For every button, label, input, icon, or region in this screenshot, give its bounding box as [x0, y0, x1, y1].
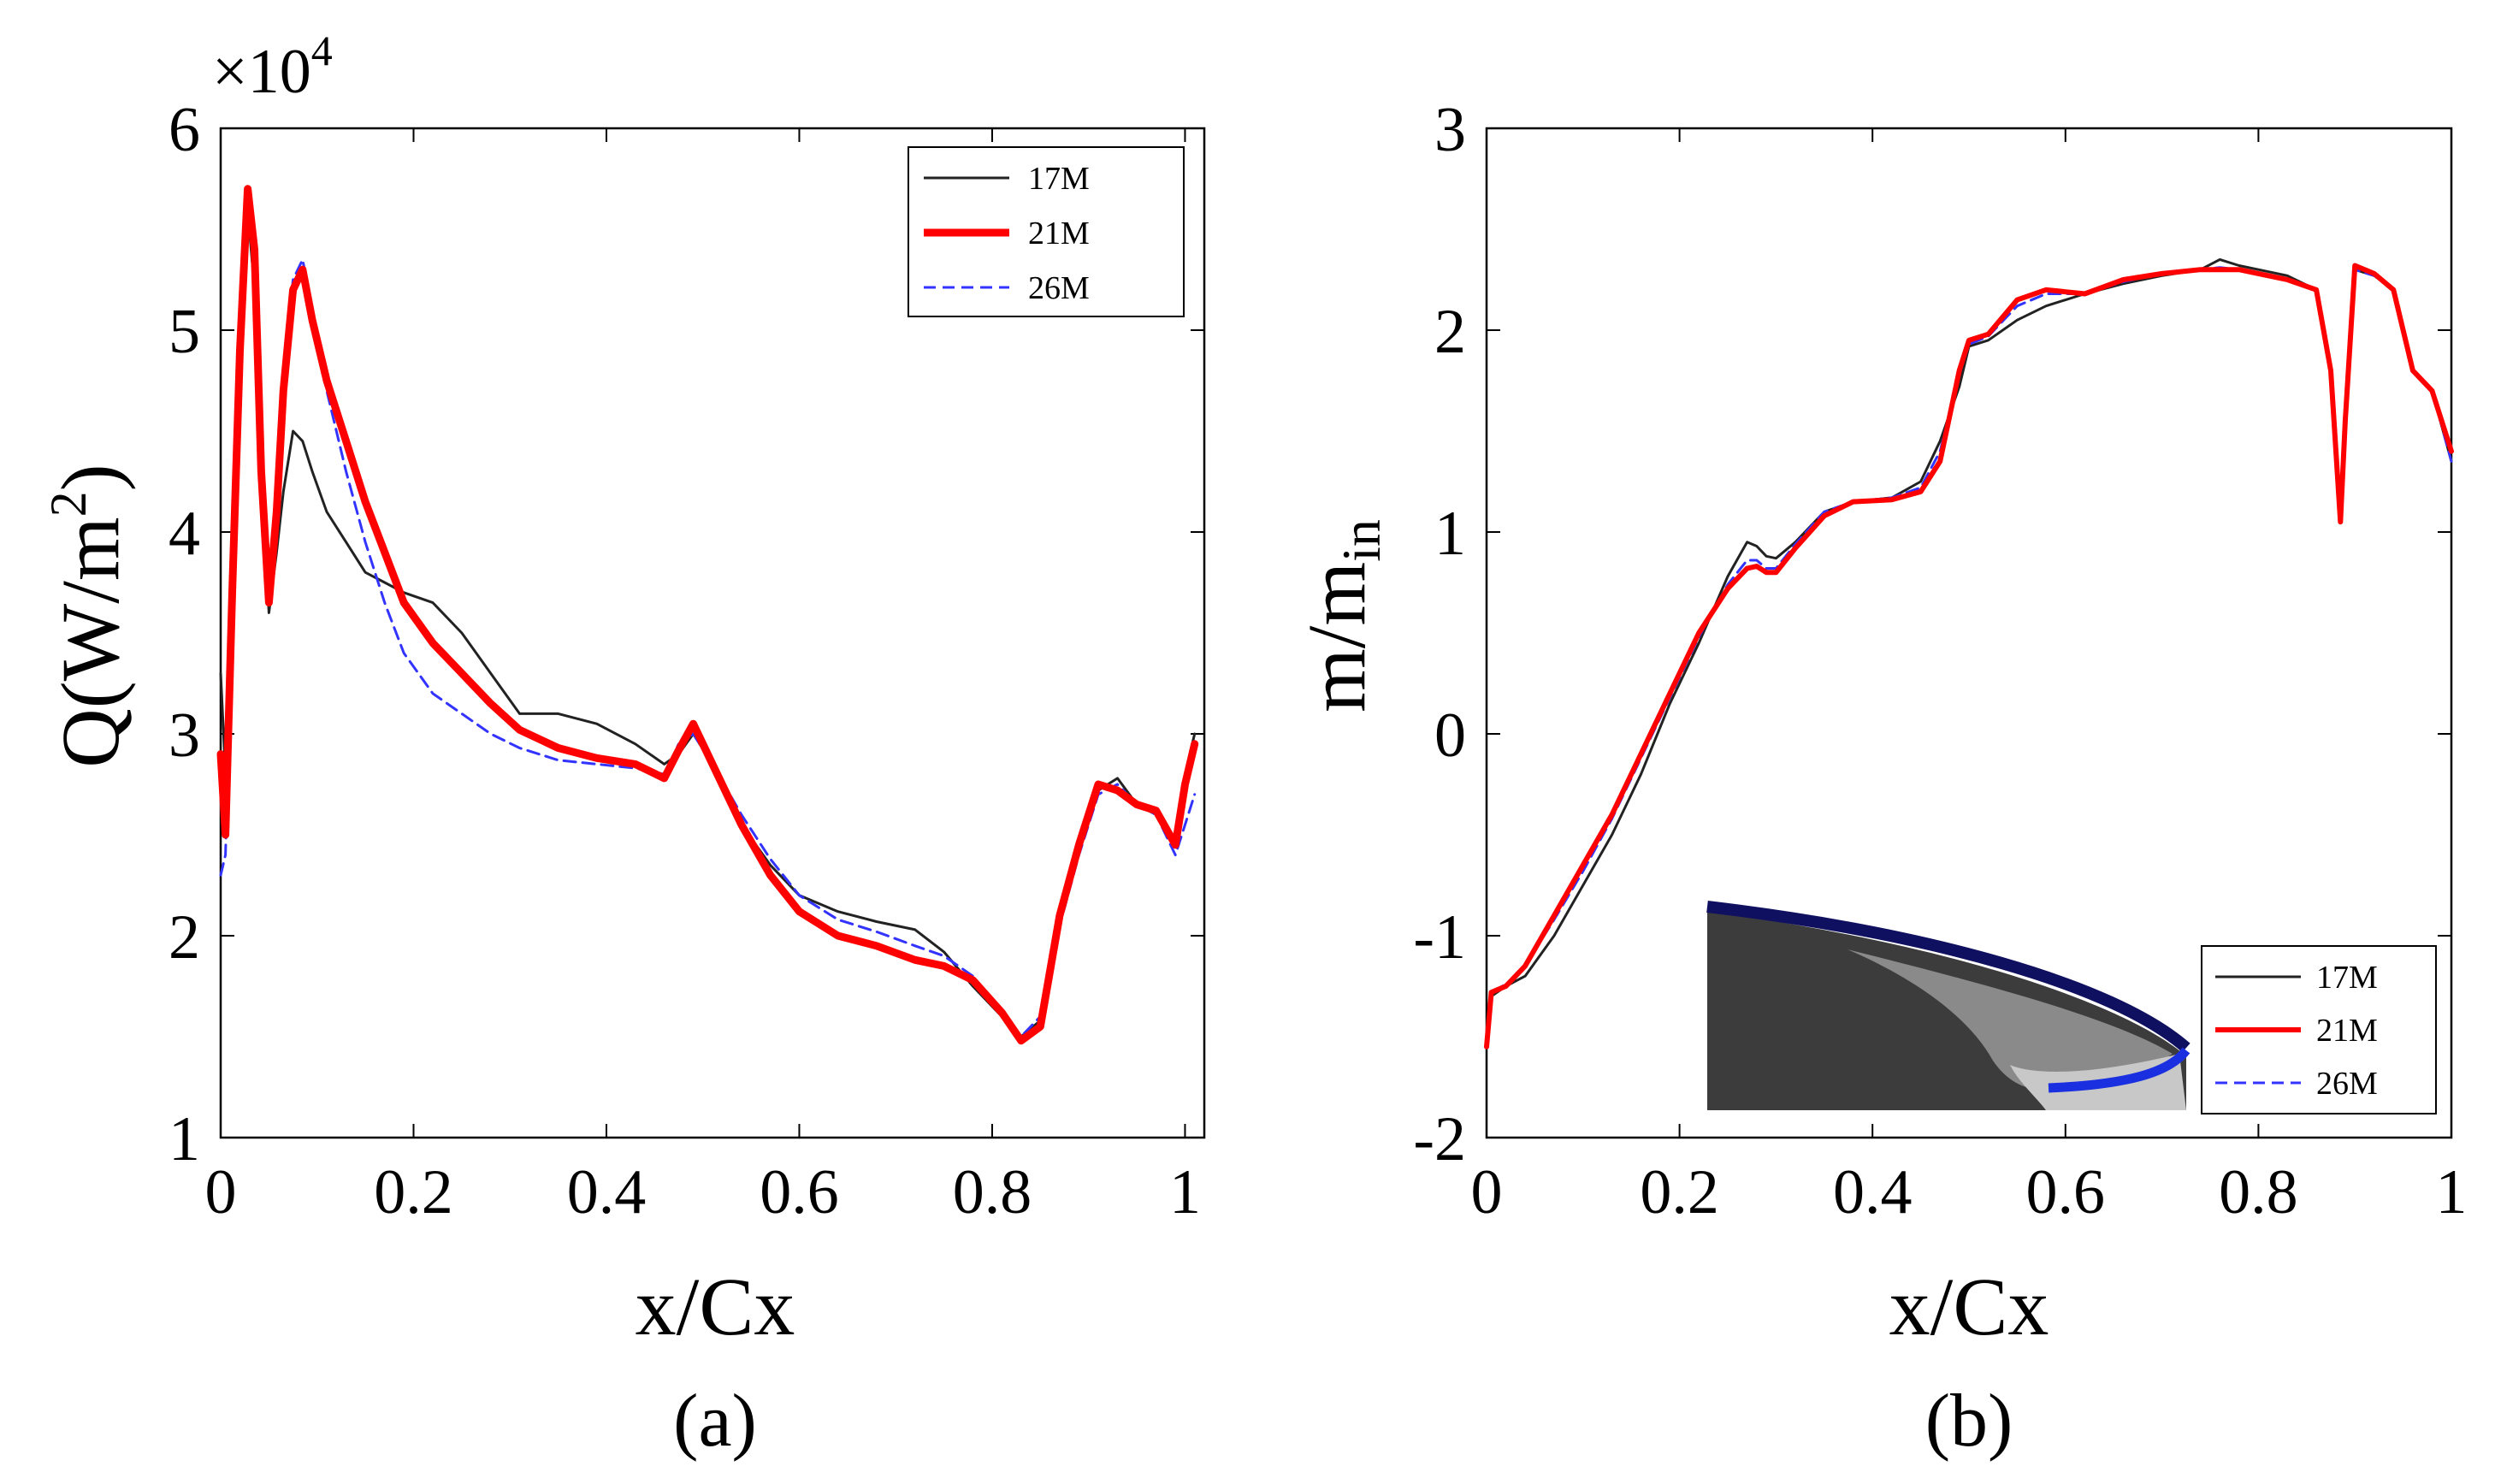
- panel-b-ytick-label: -2: [1413, 1104, 1466, 1174]
- panel-a-legend: 17M 21M 26M: [908, 146, 1185, 317]
- panel-a-xtick-label: 0.6: [760, 1157, 839, 1227]
- panel-a-ytick-label: 1: [169, 1104, 200, 1174]
- panel-b-xtick-label: 0.4: [1833, 1157, 1913, 1227]
- panel-a-series-21m: [216, 185, 1199, 1045]
- panel-a-ylabel: Q(W/m2): [40, 464, 136, 767]
- panel-a-xtick-label: 0: [205, 1157, 237, 1227]
- panel-a-xtick-label: 0.4: [567, 1157, 647, 1227]
- panel-a-legend-label-17m: 17M: [1028, 161, 1090, 197]
- blade-tip-edge: [2048, 1047, 2191, 1093]
- panel-a-ytick-label: 4: [169, 499, 200, 569]
- panel-b-legend-label-26m: 26M: [2316, 1066, 2378, 1102]
- panel-b-ytick-label: 0: [1434, 701, 1466, 771]
- panel-a-legend-label-26m: 26M: [1028, 270, 1090, 306]
- panel-b-legend: 17M 21M 26M: [2201, 945, 2437, 1114]
- panel-b-ytick-label: 3: [1434, 95, 1466, 165]
- panel-b-ytick-label: 2: [1434, 297, 1466, 367]
- panel-a-ytick-label: 2: [169, 902, 200, 973]
- panel-a-legend-label-21m: 21M: [1028, 216, 1090, 251]
- panel-a-series: [216, 185, 1199, 1045]
- panel-a-xtick-label: 0.8: [953, 1157, 1032, 1227]
- panel-b-xtick-label: 0.8: [2219, 1157, 2298, 1227]
- panel-a-ticks: 0 0.2 0.4 0.6 0.8 1 1 2 3 4 5 6: [169, 95, 1204, 1227]
- panel-b-ylabel: m/min: [1291, 519, 1392, 712]
- panel-b-series: [1484, 257, 2454, 1049]
- panel-a-ytick-label: 6: [169, 95, 200, 165]
- panel-a-ytick-label: 5: [169, 297, 200, 367]
- panel-b-series-21m: [1484, 263, 2454, 1049]
- panel-a-xtick-label: 0.2: [374, 1157, 453, 1227]
- blade-pressure-edge: [1706, 901, 2191, 1053]
- panel-b-ytick-label: 1: [1434, 499, 1466, 569]
- panel-a-xlabel: x/Cx: [636, 1261, 795, 1352]
- panel-a-ytick-label: 3: [169, 701, 200, 771]
- blade-squealer-rim: [1848, 949, 2173, 1091]
- panel-b-legend-label-21m: 21M: [2316, 1013, 2378, 1049]
- panel-b-ticks: 0 0.2 0.4 0.6 0.8 1 -2 -1 0 1 2 3: [1413, 95, 2467, 1227]
- panel-b-xtick-label: 1: [2436, 1157, 2468, 1227]
- panel-b-xlabel: x/Cx: [1889, 1261, 2049, 1352]
- panel-a-xtick-label: 1: [1169, 1157, 1201, 1227]
- panel-b-xtick-label: 0.2: [1640, 1157, 1719, 1227]
- panel-b-xtick-label: 0: [1471, 1157, 1503, 1227]
- blade-tip-inset: [1706, 901, 2191, 1110]
- panel-b-ytick-label: -1: [1413, 902, 1466, 973]
- panel-b: 0 0.2 0.4 0.6 0.8 1 -2 -1 0 1 2 3 m/min x/Cx (b) 17…: [1291, 95, 2468, 1463]
- panel-b-legend-label-17m: 17M: [2316, 960, 2378, 996]
- panel-a: 0 0.2 0.4 0.6 0.8 1 1 2 3 4 5 6 ×104 Q(W/m2) x/Cx (…: [40, 27, 1206, 1463]
- panel-a-y-multiplier: ×104: [212, 27, 333, 107]
- panel-b-xtick-label: 0.6: [2026, 1157, 2106, 1227]
- panel-b-caption: (b): [1925, 1380, 2013, 1463]
- panel-a-caption: (a): [673, 1380, 757, 1463]
